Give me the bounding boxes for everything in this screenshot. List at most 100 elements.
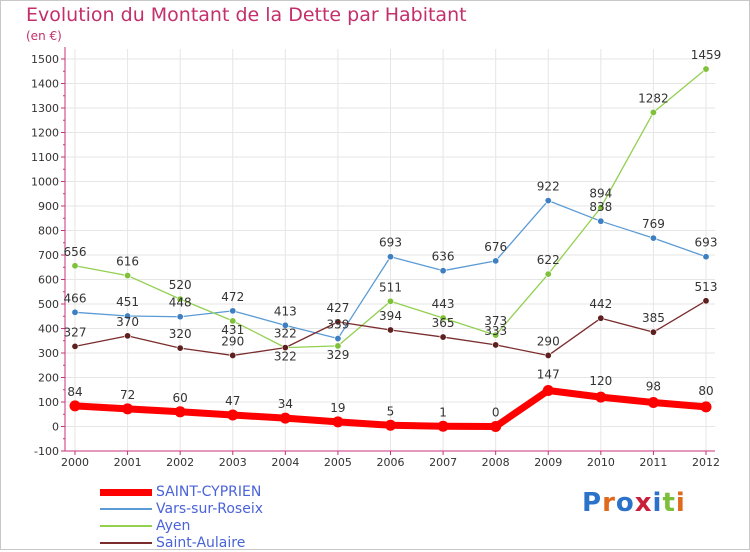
data-label-saint-cyprien: 98 bbox=[646, 379, 661, 393]
data-label-saint-aulaire: 442 bbox=[589, 297, 612, 311]
data-point-ayen bbox=[597, 203, 605, 211]
y-tick-label: 900 bbox=[38, 200, 59, 213]
data-point-saint-cyprien bbox=[385, 419, 396, 431]
data-point-saint-aulaire bbox=[597, 314, 605, 322]
data-point-ayen bbox=[229, 317, 237, 325]
chart-subtitle: (en €) bbox=[26, 29, 62, 43]
data-label-ayen: 1459 bbox=[691, 48, 722, 62]
x-tick-label: 2007 bbox=[429, 456, 457, 469]
y-tick-label: 600 bbox=[38, 274, 59, 287]
data-label-ayen: 443 bbox=[432, 297, 455, 311]
y-tick-label: 100 bbox=[38, 396, 59, 409]
data-point-saint-cyprien bbox=[647, 396, 659, 408]
x-tick-label: 2010 bbox=[587, 456, 615, 469]
proxiti-logo: Proxiti bbox=[582, 488, 686, 518]
x-tick-label: 2012 bbox=[692, 456, 720, 469]
data-point-saint-aulaire bbox=[334, 318, 342, 326]
data-label-saint-aulaire: 385 bbox=[642, 311, 665, 325]
data-point-ayen bbox=[386, 297, 394, 305]
data-point-saint-aulaire bbox=[544, 351, 552, 359]
data-label-saint-aulaire: 370 bbox=[116, 315, 139, 329]
data-label-saint-aulaire: 322 bbox=[274, 327, 297, 341]
data-point-ayen bbox=[439, 314, 447, 322]
x-tick-label: 2004 bbox=[271, 456, 299, 469]
x-tick-label: 2006 bbox=[377, 456, 405, 469]
data-point-saint-aulaire bbox=[71, 342, 79, 350]
legend-swatch bbox=[100, 525, 152, 527]
data-label-vars-sur-roseix: 693 bbox=[695, 236, 718, 250]
data-label-vars-sur-roseix: 769 bbox=[642, 217, 665, 231]
data-label-saint-aulaire: 427 bbox=[326, 301, 349, 315]
legend-item: SAINT-CYPRIEN bbox=[100, 484, 340, 501]
data-label-ayen: 656 bbox=[64, 245, 87, 259]
legend-label: Vars-sur-Roseix bbox=[156, 501, 263, 517]
data-point-vars-sur-roseix bbox=[124, 312, 132, 320]
data-point-saint-aulaire bbox=[281, 344, 289, 352]
data-point-saint-aulaire bbox=[702, 297, 710, 305]
data-label-saint-aulaire: 327 bbox=[64, 325, 87, 339]
x-tick-label: 2001 bbox=[114, 456, 142, 469]
data-label-ayen: 511 bbox=[379, 280, 402, 294]
data-point-vars-sur-roseix bbox=[544, 197, 552, 205]
y-tick-label: 1100 bbox=[31, 151, 59, 164]
data-point-saint-cyprien bbox=[227, 409, 239, 421]
data-point-vars-sur-roseix bbox=[439, 267, 447, 275]
data-label-saint-cyprien: 72 bbox=[120, 388, 135, 402]
data-label-saint-cyprien: 84 bbox=[67, 385, 82, 399]
y-tick-label: 1000 bbox=[31, 176, 59, 189]
data-point-vars-sur-roseix bbox=[492, 257, 500, 265]
data-point-saint-cyprien bbox=[174, 406, 186, 418]
data-label-saint-cyprien: 80 bbox=[698, 384, 713, 398]
y-tick-label: -100 bbox=[34, 445, 59, 458]
data-label-vars-sur-roseix: 472 bbox=[221, 290, 244, 304]
data-point-saint-cyprien bbox=[437, 420, 449, 432]
data-label-saint-aulaire: 513 bbox=[695, 280, 718, 294]
data-label-saint-cyprien: 120 bbox=[589, 374, 612, 388]
data-label-ayen: 894 bbox=[589, 186, 612, 200]
x-tick-label: 2005 bbox=[324, 456, 352, 469]
data-label-ayen: 373 bbox=[484, 314, 507, 328]
data-point-saint-aulaire bbox=[492, 341, 500, 349]
data-label-vars-sur-roseix: 838 bbox=[589, 200, 612, 214]
data-point-saint-aulaire bbox=[229, 351, 237, 359]
y-tick-label: 1500 bbox=[31, 53, 59, 66]
data-point-saint-aulaire bbox=[176, 344, 184, 352]
y-tick-label: 700 bbox=[38, 249, 59, 262]
data-label-ayen: 431 bbox=[221, 323, 244, 337]
data-point-ayen bbox=[334, 342, 342, 350]
legend-item: Saint-Aulaire bbox=[100, 535, 340, 552]
data-point-vars-sur-roseix bbox=[229, 307, 237, 315]
data-label-ayen: 622 bbox=[537, 253, 560, 267]
data-label-vars-sur-roseix: 636 bbox=[432, 250, 455, 264]
data-point-saint-aulaire bbox=[124, 332, 132, 340]
data-point-saint-aulaire bbox=[439, 333, 447, 341]
data-point-ayen bbox=[176, 295, 184, 303]
data-label-ayen: 520 bbox=[169, 278, 192, 292]
data-label-vars-sur-roseix: 922 bbox=[537, 180, 560, 194]
y-tick-label: 1300 bbox=[31, 102, 59, 115]
x-tick-label: 2011 bbox=[639, 456, 667, 469]
data-label-vars-sur-roseix: 359 bbox=[326, 318, 349, 332]
data-point-saint-aulaire bbox=[649, 328, 657, 336]
y-tick-label: 0 bbox=[52, 421, 59, 434]
data-point-saint-cyprien bbox=[69, 400, 81, 412]
data-point-ayen bbox=[649, 108, 657, 116]
data-label-saint-aulaire: 320 bbox=[169, 327, 192, 341]
data-label-saint-cyprien: 34 bbox=[278, 397, 293, 411]
chart-title: Evolution du Montant de la Dette par Hab… bbox=[26, 4, 467, 26]
data-point-vars-sur-roseix bbox=[597, 217, 605, 225]
x-tick-label: 2003 bbox=[219, 456, 247, 469]
data-label-saint-aulaire: 290 bbox=[537, 334, 560, 348]
data-point-vars-sur-roseix bbox=[334, 335, 342, 343]
y-tick-label: 1200 bbox=[31, 127, 59, 140]
data-point-saint-cyprien bbox=[490, 421, 502, 432]
data-point-vars-sur-roseix bbox=[71, 308, 79, 316]
data-label-ayen: 616 bbox=[116, 255, 139, 269]
data-label-saint-cyprien: 47 bbox=[225, 394, 240, 408]
legend-item: Vars-sur-Roseix bbox=[100, 501, 340, 518]
legend-label: SAINT-CYPRIEN bbox=[156, 484, 262, 500]
legend-swatch bbox=[100, 508, 152, 510]
data-label-vars-sur-roseix: 466 bbox=[64, 291, 87, 305]
data-label-vars-sur-roseix: 413 bbox=[274, 304, 297, 318]
